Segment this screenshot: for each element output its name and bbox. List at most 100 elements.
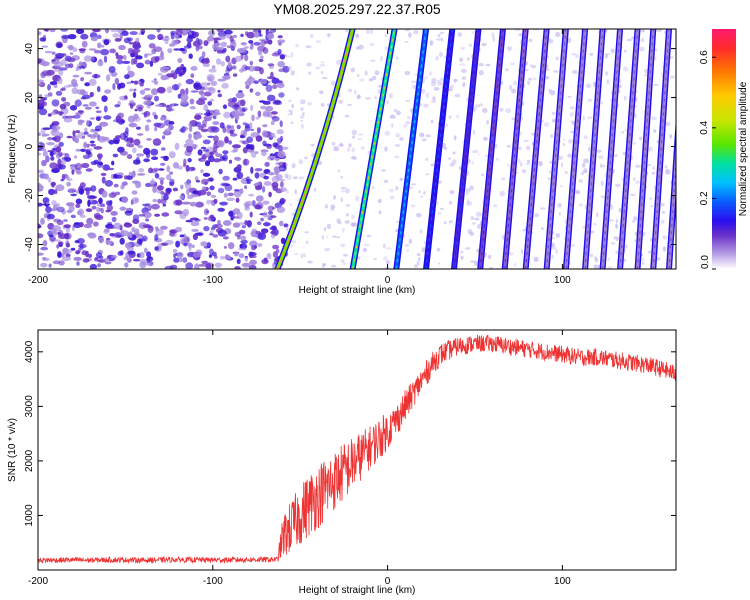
noise-blob bbox=[155, 226, 159, 230]
noise-speck bbox=[425, 92, 430, 99]
noise-blob bbox=[189, 106, 196, 110]
noise-speck bbox=[552, 70, 559, 73]
noise-blob bbox=[251, 245, 257, 251]
noise-blob bbox=[103, 39, 110, 46]
noise-speck bbox=[493, 204, 498, 208]
noise-speck bbox=[333, 146, 339, 152]
noise-speck bbox=[290, 52, 294, 58]
noise-speck bbox=[419, 132, 425, 138]
noise-speck bbox=[384, 266, 390, 269]
noise-speck bbox=[337, 169, 341, 173]
noise-blob bbox=[265, 84, 273, 93]
noise-speck bbox=[423, 240, 426, 245]
noise-blob bbox=[260, 217, 264, 222]
noise-blob bbox=[89, 117, 96, 120]
noise-blob bbox=[76, 261, 80, 266]
noise-blob bbox=[178, 72, 183, 77]
noise-blob bbox=[193, 135, 199, 141]
noise-blob bbox=[136, 173, 146, 176]
noise-speck bbox=[665, 121, 671, 127]
noise-blob bbox=[125, 252, 129, 260]
noise-speck bbox=[464, 247, 471, 250]
x-tick-label: 100 bbox=[554, 275, 571, 286]
noise-speck bbox=[621, 131, 624, 134]
noise-blob bbox=[72, 130, 76, 137]
noise-speck bbox=[469, 43, 472, 47]
noise-speck bbox=[537, 161, 544, 167]
noise-speck bbox=[669, 75, 675, 79]
noise-blob bbox=[216, 58, 221, 65]
noise-speck bbox=[610, 48, 615, 54]
noise-blob bbox=[95, 110, 102, 114]
noise-blob bbox=[93, 212, 101, 219]
noise-speck bbox=[345, 188, 350, 194]
noise-blob bbox=[75, 203, 81, 208]
noise-blob bbox=[52, 260, 61, 265]
noise-speck bbox=[599, 162, 603, 168]
noise-blob bbox=[277, 150, 286, 159]
noise-speck bbox=[574, 53, 580, 59]
noise-speck bbox=[374, 96, 378, 100]
noise-speck bbox=[466, 200, 472, 206]
noise-blob bbox=[105, 209, 111, 213]
noise-blob bbox=[249, 60, 254, 66]
noise-blob bbox=[248, 251, 257, 257]
noise-blob bbox=[103, 258, 110, 261]
noise-speck bbox=[440, 37, 443, 42]
noise-blob bbox=[110, 29, 120, 33]
noise-speck bbox=[384, 34, 387, 38]
noise-blob bbox=[114, 77, 120, 85]
noise-speck bbox=[410, 80, 417, 84]
noise-speck bbox=[483, 136, 488, 141]
noise-speck bbox=[592, 81, 596, 88]
noise-speck bbox=[596, 212, 599, 218]
noise-speck bbox=[642, 257, 645, 263]
noise-speck bbox=[290, 70, 295, 76]
noise-blob bbox=[190, 66, 198, 71]
noise-speck bbox=[445, 123, 449, 127]
noise-speck bbox=[514, 263, 517, 267]
noise-speck bbox=[545, 68, 550, 72]
noise-blob bbox=[133, 258, 140, 262]
noise-blob bbox=[121, 30, 129, 36]
noise-speck bbox=[344, 29, 349, 33]
x-tick-label: -200 bbox=[28, 275, 48, 286]
noise-blob bbox=[131, 197, 139, 204]
spectral-line-core bbox=[453, 29, 480, 269]
noise-blob bbox=[156, 29, 161, 33]
noise-speck bbox=[656, 29, 663, 33]
noise-blob bbox=[234, 55, 242, 62]
noise-speck bbox=[305, 45, 312, 49]
noise-blob bbox=[227, 192, 234, 197]
noise-blob bbox=[206, 242, 211, 249]
noise-speck bbox=[641, 29, 645, 33]
noise-speck bbox=[425, 134, 432, 138]
noise-blob bbox=[231, 110, 240, 118]
noise-blob bbox=[253, 31, 260, 38]
noise-blob bbox=[253, 80, 259, 84]
noise-speck bbox=[606, 79, 610, 85]
noise-blob bbox=[44, 257, 50, 262]
noise-speck bbox=[528, 77, 533, 81]
noise-speck bbox=[662, 246, 667, 252]
noise-speck bbox=[333, 195, 336, 200]
noise-speck bbox=[430, 119, 434, 124]
noise-blob bbox=[145, 182, 152, 188]
noise-blob bbox=[169, 171, 174, 175]
spectral-line-core bbox=[352, 29, 396, 269]
noise-speck bbox=[454, 93, 461, 98]
noise-blob bbox=[51, 168, 60, 174]
noise-speck bbox=[626, 38, 633, 42]
noise-blob bbox=[119, 150, 128, 156]
noise-speck bbox=[399, 177, 403, 181]
noise-speck bbox=[632, 177, 636, 181]
noise-speck bbox=[521, 169, 527, 174]
noise-speck bbox=[338, 99, 344, 104]
noise-blob bbox=[61, 97, 67, 102]
noise-speck bbox=[623, 95, 627, 101]
noise-blob bbox=[56, 244, 60, 249]
noise-speck bbox=[475, 262, 478, 266]
noise-blob bbox=[183, 242, 188, 247]
noise-blob bbox=[139, 89, 146, 95]
noise-blob bbox=[148, 43, 156, 49]
